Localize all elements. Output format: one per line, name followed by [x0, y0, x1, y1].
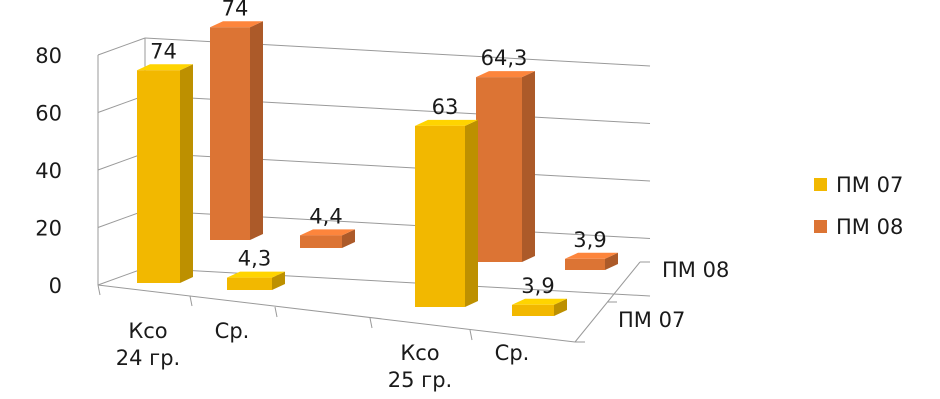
bar-pm08-side	[522, 71, 535, 262]
cat-tick-0	[97, 284, 101, 296]
bar-pm08-top	[565, 252, 618, 259]
y-tick-label: 0	[49, 274, 62, 298]
gridline-back-0	[144, 267, 651, 297]
y-tick-label: 80	[35, 44, 62, 68]
bar-pm08	[210, 27, 250, 240]
legend-label: ПМ 08	[836, 215, 903, 239]
bar-pm08-side	[250, 21, 263, 240]
data-label: 3,9	[573, 228, 606, 252]
data-label: 64,3	[481, 46, 528, 70]
bar-pm08-top	[210, 21, 263, 28]
data-label: 4,4	[309, 204, 342, 228]
data-label: 63	[432, 95, 459, 119]
bar-pm07-top	[227, 271, 285, 278]
bar-pm07-top	[512, 298, 567, 305]
bar-pm07-top	[137, 64, 193, 71]
bar-pm07	[415, 125, 465, 307]
bar-pm08-top	[476, 71, 535, 78]
bar-pm07	[137, 70, 180, 283]
bar-pm07-side	[465, 119, 478, 307]
category-label-line: Ксо	[128, 319, 167, 343]
bar-pm07-side	[554, 298, 567, 316]
bar-pm08-side	[342, 229, 355, 248]
y-tick-label: 20	[35, 217, 62, 241]
category-label: Ср.	[215, 319, 250, 343]
floor-front-edge	[97, 284, 576, 343]
category-label-line: Ср.	[495, 341, 530, 365]
category-label-line: Ср.	[215, 319, 250, 343]
category-label: Ксо 25 гр.	[388, 341, 452, 392]
bar-pm08	[476, 77, 522, 262]
data-label: 3,9	[521, 274, 554, 298]
gridline-left-4	[97, 37, 146, 56]
cat-tick-4	[469, 329, 473, 341]
legend-swatch	[814, 178, 827, 191]
legend-label: ПМ 07	[836, 173, 903, 197]
legend-swatch	[814, 220, 827, 233]
bar-pm07-top	[415, 119, 478, 126]
category-label-line: 24 гр.	[116, 346, 180, 370]
bar-pm08-top	[300, 229, 355, 236]
bar-pm07	[512, 304, 554, 316]
bar-pm07-side	[272, 271, 285, 290]
cat-tick-1	[189, 295, 193, 307]
category-label: Ср.	[495, 341, 530, 365]
bar-pm08	[565, 258, 605, 270]
depth-axis-label: ПМ 07	[618, 308, 685, 332]
bar-pm08	[300, 235, 342, 248]
data-label: 74	[150, 39, 177, 63]
category-label: Ксо 24 гр.	[116, 319, 180, 370]
category-label-line: 25 гр.	[388, 368, 452, 392]
category-label-line: Ксо	[400, 341, 439, 365]
bar-pm07	[227, 277, 272, 290]
y-tick-label: 40	[35, 159, 62, 183]
y-tick-label: 60	[35, 102, 62, 126]
bar-pm07-side	[180, 64, 193, 283]
depth-axis-label: ПМ 08	[662, 258, 729, 282]
cat-tick-2	[274, 306, 278, 318]
cat-tick-3	[369, 317, 373, 329]
bar-pm08-side	[605, 252, 618, 270]
data-label: 4,3	[238, 247, 271, 271]
data-label: 74	[222, 0, 249, 20]
